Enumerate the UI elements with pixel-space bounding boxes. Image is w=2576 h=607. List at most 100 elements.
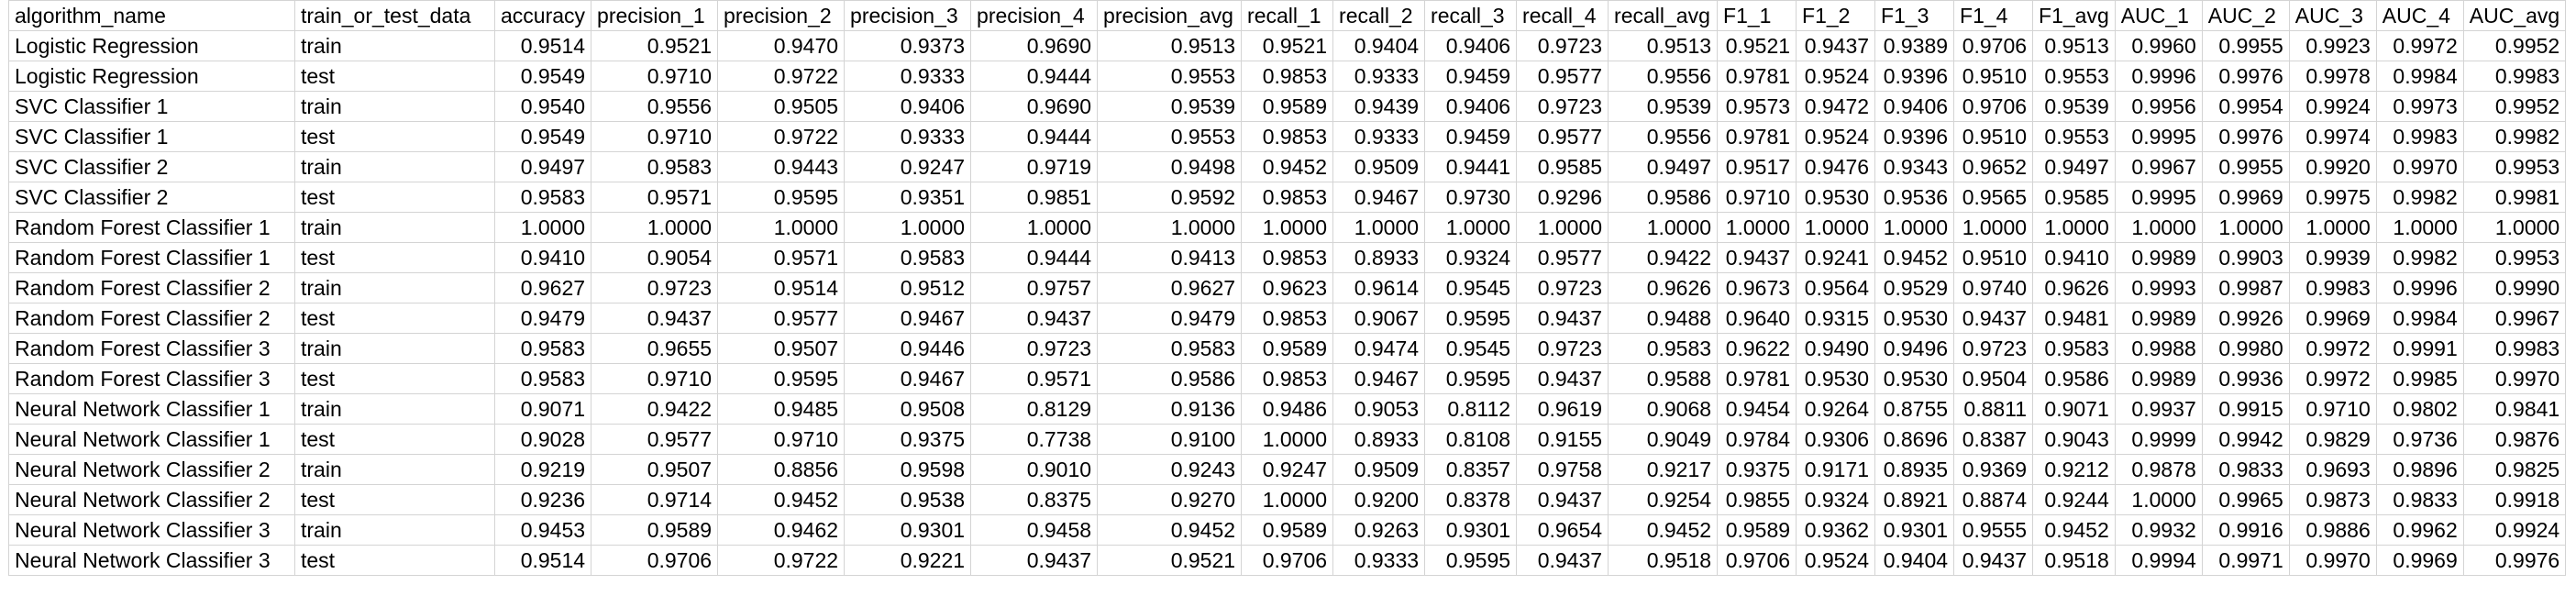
metric-cell[interactable]: 0.9498 <box>1097 151 1243 182</box>
metric-cell[interactable]: 0.9723 <box>591 272 719 304</box>
metric-cell[interactable]: 0.9970 <box>2462 363 2567 394</box>
column-header[interactable]: recall_3 <box>1424 0 1518 31</box>
metric-cell[interactable]: 0.9586 <box>1097 363 1243 394</box>
metric-cell[interactable]: 0.9972 <box>2288 333 2377 364</box>
metric-cell[interactable]: 0.9452 <box>2032 514 2116 546</box>
metric-cell[interactable]: 1.0000 <box>2114 212 2203 243</box>
metric-cell[interactable]: 0.9710 <box>2288 393 2377 425</box>
metric-cell[interactable]: 0.9723 <box>1516 30 1609 61</box>
metric-cell[interactable]: 0.9976 <box>2462 545 2567 576</box>
dataset-split-cell[interactable]: test <box>294 363 495 394</box>
dataset-split-cell[interactable]: test <box>294 182 495 213</box>
metric-cell[interactable]: 0.9530 <box>1796 363 1876 394</box>
metric-cell[interactable]: 0.9524 <box>1796 61 1876 92</box>
metric-cell[interactable]: 0.9530 <box>1874 363 1955 394</box>
metric-cell[interactable]: 0.9437 <box>1516 363 1609 394</box>
metric-cell[interactable]: 0.9410 <box>2032 242 2116 273</box>
column-header[interactable]: AUC_2 <box>2201 0 2290 31</box>
metric-cell[interactable]: 0.9507 <box>591 454 719 485</box>
metric-cell[interactable]: 0.9301 <box>844 514 972 546</box>
metric-cell[interactable]: 0.9833 <box>2201 454 2290 485</box>
metric-cell[interactable]: 0.8357 <box>1424 454 1518 485</box>
metric-cell[interactable]: 0.9510 <box>1953 121 2034 152</box>
metric-cell[interactable]: 0.9886 <box>2288 514 2377 546</box>
metric-cell[interactable]: 0.9982 <box>2375 182 2464 213</box>
metric-cell[interactable]: 0.9452 <box>1241 151 1334 182</box>
metric-cell[interactable]: 0.8375 <box>970 484 1099 515</box>
metric-cell[interactable]: 0.9952 <box>2462 91 2567 122</box>
metric-cell[interactable]: 0.9504 <box>1953 363 2034 394</box>
dataset-split-cell[interactable]: test <box>294 424 495 455</box>
metric-cell[interactable]: 0.9690 <box>970 91 1099 122</box>
metric-cell[interactable]: 1.0000 <box>1953 212 2034 243</box>
metric-cell[interactable]: 0.9583 <box>493 363 592 394</box>
metric-cell[interactable]: 0.9916 <box>2201 514 2290 546</box>
metric-cell[interactable]: 0.9619 <box>1516 393 1609 425</box>
metric-cell[interactable]: 0.8129 <box>970 393 1099 425</box>
metric-cell[interactable]: 0.8933 <box>1332 424 1426 455</box>
metric-cell[interactable]: 0.9983 <box>2288 272 2377 304</box>
metric-cell[interactable]: 0.9974 <box>2288 121 2377 152</box>
metric-cell[interactable]: 0.9723 <box>970 333 1099 364</box>
metric-cell[interactable]: 0.9989 <box>2114 363 2203 394</box>
metric-cell[interactable]: 0.9996 <box>2375 272 2464 304</box>
metric-cell[interactable]: 0.9505 <box>717 91 846 122</box>
metric-cell[interactable]: 0.9556 <box>591 91 719 122</box>
metric-cell[interactable]: 0.9937 <box>2114 393 2203 425</box>
metric-cell[interactable]: 0.9970 <box>2375 151 2464 182</box>
metric-cell[interactable]: 0.9452 <box>1608 514 1719 546</box>
metric-cell[interactable]: 0.9437 <box>1516 545 1609 576</box>
metric-cell[interactable]: 0.9723 <box>1516 91 1609 122</box>
column-header[interactable]: precision_2 <box>717 0 846 31</box>
metric-cell[interactable]: 0.9723 <box>1953 333 2034 364</box>
column-header[interactable]: recall_4 <box>1516 0 1609 31</box>
metric-cell[interactable]: 0.9571 <box>970 363 1099 394</box>
metric-cell[interactable]: 0.9538 <box>844 484 972 515</box>
metric-cell[interactable]: 1.0000 <box>2375 212 2464 243</box>
metric-cell[interactable]: 1.0000 <box>1097 212 1243 243</box>
metric-cell[interactable]: 0.9517 <box>1717 151 1797 182</box>
metric-cell[interactable]: 0.9736 <box>2375 424 2464 455</box>
metric-cell[interactable]: 0.9851 <box>970 182 1099 213</box>
metric-cell[interactable]: 0.9654 <box>1516 514 1609 546</box>
metric-cell[interactable]: 0.9988 <box>2114 333 2203 364</box>
metric-cell[interactable]: 0.9243 <box>1097 454 1243 485</box>
dataset-split-cell[interactable]: test <box>294 303 495 334</box>
metric-cell[interactable]: 0.9586 <box>1608 182 1719 213</box>
metric-cell[interactable]: 0.9710 <box>591 61 719 92</box>
metric-cell[interactable]: 0.9970 <box>2288 545 2377 576</box>
metric-cell[interactable]: 0.9490 <box>1796 333 1876 364</box>
metric-cell[interactable]: 0.9437 <box>1953 545 2034 576</box>
metric-cell[interactable]: 0.9200 <box>1332 484 1426 515</box>
metric-cell[interactable]: 0.9462 <box>717 514 846 546</box>
metric-cell[interactable]: 0.9333 <box>1332 545 1426 576</box>
metric-cell[interactable]: 0.9508 <box>844 393 972 425</box>
metric-cell[interactable]: 0.9598 <box>844 454 972 485</box>
metric-cell[interactable]: 0.9622 <box>1717 333 1797 364</box>
metric-cell[interactable]: 0.9437 <box>1796 30 1876 61</box>
metric-cell[interactable]: 0.9984 <box>2375 61 2464 92</box>
metric-cell[interactable]: 0.9706 <box>1717 545 1797 576</box>
metric-cell[interactable]: 1.0000 <box>2032 212 2116 243</box>
metric-cell[interactable]: 0.9507 <box>717 333 846 364</box>
metric-cell[interactable]: 0.9585 <box>2032 182 2116 213</box>
metric-cell[interactable]: 0.9513 <box>2032 30 2116 61</box>
metric-cell[interactable]: 0.9989 <box>2114 242 2203 273</box>
metric-cell[interactable]: 0.9564 <box>1796 272 1876 304</box>
metric-cell[interactable]: 0.9406 <box>844 91 972 122</box>
metric-cell[interactable]: 1.0000 <box>1241 212 1334 243</box>
metric-cell[interactable]: 0.9453 <box>493 514 592 546</box>
column-header[interactable]: AUC_3 <box>2288 0 2377 31</box>
metric-cell[interactable]: 0.9589 <box>1241 91 1334 122</box>
metric-cell[interactable]: 0.9706 <box>1953 91 2034 122</box>
metric-cell[interactable]: 0.9939 <box>2288 242 2377 273</box>
metric-cell[interactable]: 0.9510 <box>1953 61 2034 92</box>
metric-cell[interactable]: 0.9539 <box>2032 91 2116 122</box>
column-header[interactable]: algorithm_name <box>8 0 295 31</box>
metric-cell[interactable]: 0.9825 <box>2462 454 2567 485</box>
metric-cell[interactable]: 1.0000 <box>2288 212 2377 243</box>
metric-cell[interactable]: 0.9043 <box>2032 424 2116 455</box>
metric-cell[interactable]: 0.9984 <box>2375 303 2464 334</box>
metric-cell[interactable]: 0.9481 <box>2032 303 2116 334</box>
metric-cell[interactable]: 0.9976 <box>2201 121 2290 152</box>
